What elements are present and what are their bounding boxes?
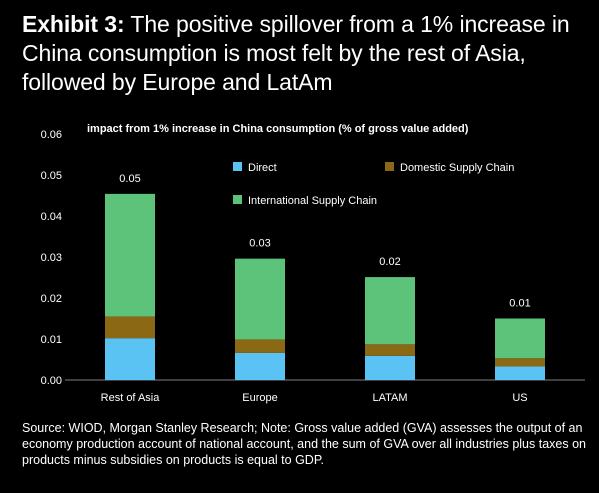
y-tick-label: 0.05: [41, 170, 62, 182]
bar-segment: [105, 338, 155, 380]
stacked-bar-chart: impact from 1% increase in China consump…: [41, 123, 585, 404]
legend-swatch: [233, 195, 242, 204]
exhibit-headline: Exhibit 3: The positive spillover from a…: [22, 10, 582, 97]
legend-label: Domestic Supply Chain: [400, 162, 514, 174]
bar-segment: [235, 258, 285, 340]
bar-segment: [105, 193, 155, 317]
bar-segment: [105, 316, 155, 339]
y-tick-label: 0.00: [41, 375, 62, 387]
y-tick-label: 0.03: [41, 252, 62, 264]
y-axis: 0.00 0.01 0.02 0.03 0.04 0.05 0.06: [41, 129, 62, 387]
y-tick-label: 0.06: [41, 129, 62, 141]
source-note: Source: WIOD, Morgan Stanley Research; N…: [22, 421, 586, 467]
y-tick-label: 0.01: [41, 334, 62, 346]
exhibit-number: Exhibit 3:: [22, 11, 125, 37]
legend-swatch: [233, 162, 242, 171]
x-tick-label: Europe: [242, 392, 277, 404]
bar-segment: [495, 358, 545, 367]
legend: Direct Domestic Supply Chain International…: [233, 162, 514, 207]
bar-segment: [235, 339, 285, 353]
bar-segment: [365, 355, 415, 380]
chart-title: impact from 1% increase in China consump…: [87, 123, 469, 135]
y-tick-label: 0.04: [41, 211, 62, 223]
bar-segment: [365, 344, 415, 356]
bar-segment: [495, 366, 545, 380]
legend-label: International Supply Chain: [248, 195, 377, 207]
headline-text: The positive spillover from a 1% increas…: [22, 11, 570, 95]
legend-swatch: [385, 162, 394, 171]
legend-label: Direct: [248, 162, 277, 174]
x-tick-label: LATAM: [372, 392, 407, 404]
bar-segment: [495, 318, 545, 359]
bar-segment: [235, 352, 285, 380]
bar-segment: [365, 277, 415, 345]
bars-group: 0.05 Rest of Asia 0.03 Europe 0.02 LATAM 0.01 U…: [101, 173, 545, 404]
data-label: 0.05: [119, 173, 140, 185]
data-label: 0.01: [509, 298, 530, 310]
data-label: 0.03: [249, 238, 270, 250]
y-tick-label: 0.02: [41, 293, 62, 305]
data-label: 0.02: [379, 256, 400, 268]
x-tick-label: US: [512, 392, 527, 404]
x-tick-label: Rest of Asia: [101, 392, 161, 404]
